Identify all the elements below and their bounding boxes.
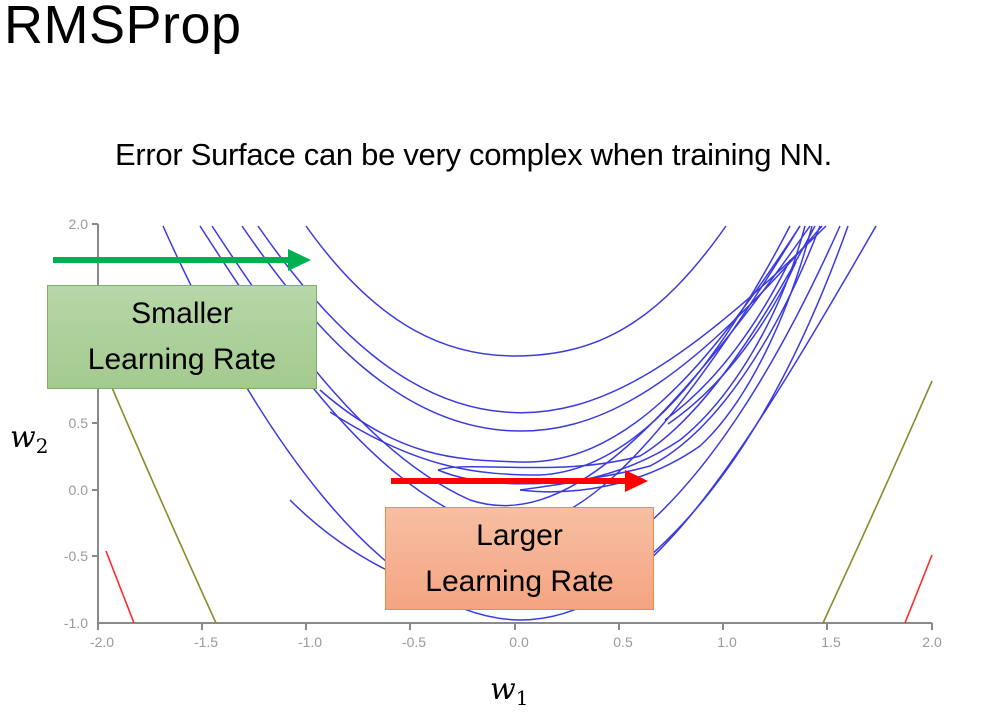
red-arrow [391,470,648,492]
x-tick: 1.5 [821,634,841,650]
larger-learning-rate-callout: Larger Learning Rate [385,507,654,610]
y-tick: -0.5 [64,548,88,564]
callout-line: Smaller [131,297,233,330]
slide-title: RMSProp [4,0,242,55]
slide-subtitle: Error Surface can be very complex when t… [115,137,832,172]
x-tick: -1.0 [298,634,322,650]
y-tick: 0.5 [69,415,89,431]
x-tick: 0.5 [613,634,633,650]
smaller-learning-rate-callout: Smaller Learning Rate [47,285,317,389]
x-tick: -1.5 [194,634,218,650]
x-tick: 1.0 [717,634,737,650]
y-tick: -1.0 [64,615,88,631]
y-tick: 0.0 [69,482,89,498]
x-tick: 0.0 [509,634,529,650]
y-axis [92,223,99,623]
callout-line: Learning Rate [87,343,277,376]
y-tick: 2.0 [69,216,89,232]
x-tick-labels: -2.0 -1.5 -1.0 -0.5 0.0 0.5 1.0 1.5 2.0 [90,634,942,650]
callout-line: Larger [476,518,563,552]
y-axis-label: w2 [10,420,48,458]
x-axis [97,622,933,630]
y-tick-labels: 2.0 0.5 0.0 -0.5 -1.0 [64,216,88,631]
outer-contours [105,380,933,624]
x-tick: -2.0 [90,634,114,650]
x-tick: 2.0 [922,634,942,650]
callout-line: Learning Rate [425,564,614,598]
y-sub: 2 [35,434,49,458]
y-var: w [10,420,36,455]
green-arrow [53,249,311,271]
x-axis-label: w1 [490,672,528,710]
x-var: w [490,672,516,707]
x-tick: -0.5 [402,634,426,650]
x-sub: 1 [515,686,529,710]
